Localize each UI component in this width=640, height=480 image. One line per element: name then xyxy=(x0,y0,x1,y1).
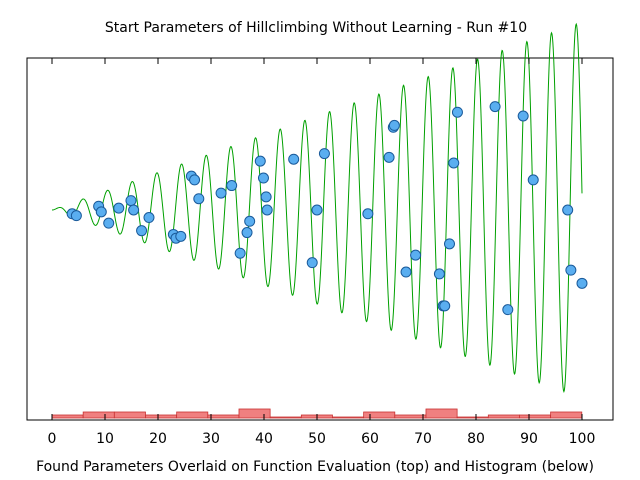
data-point xyxy=(444,238,455,250)
data-point xyxy=(451,106,463,118)
data-point xyxy=(388,119,400,131)
histogram-bar xyxy=(145,414,178,419)
data-point xyxy=(113,202,125,214)
data-point xyxy=(502,304,514,316)
data-point xyxy=(362,208,374,220)
data-point xyxy=(189,174,201,186)
data-point xyxy=(288,153,300,165)
histogram-bar xyxy=(113,411,146,419)
x-axis-label: Found Parameters Overlaid on Function Ev… xyxy=(36,459,594,475)
x-tick-label: 70 xyxy=(414,431,432,447)
data-point xyxy=(95,206,107,218)
data-point xyxy=(193,193,205,205)
x-tick-label: 50 xyxy=(308,431,326,447)
x-tick-label: 40 xyxy=(255,431,273,447)
data-point xyxy=(215,187,227,199)
data-point xyxy=(261,204,273,216)
data-point xyxy=(128,204,140,216)
parameter-points xyxy=(66,101,588,316)
data-point xyxy=(257,172,269,184)
plot-frame xyxy=(26,57,614,421)
histogram-bar xyxy=(487,414,520,419)
data-point xyxy=(433,268,445,280)
x-tick-label: 20 xyxy=(149,431,167,447)
data-point xyxy=(306,257,318,269)
data-point xyxy=(244,215,256,227)
data-point xyxy=(136,225,148,237)
data-point xyxy=(410,249,422,261)
data-point xyxy=(241,227,253,239)
x-tick-label: 60 xyxy=(361,431,379,447)
data-point xyxy=(175,230,187,242)
data-point xyxy=(527,174,539,186)
histogram-bar xyxy=(425,408,458,419)
histogram-bar xyxy=(550,411,583,419)
x-tick-label: 10 xyxy=(96,431,114,447)
data-point xyxy=(260,191,272,203)
data-point xyxy=(562,204,574,216)
function-curve xyxy=(51,22,583,393)
histogram-bar xyxy=(82,411,115,419)
histogram-bar xyxy=(238,408,271,419)
histogram-bar xyxy=(519,414,552,419)
x-tick-label: 0 xyxy=(48,431,57,447)
data-point xyxy=(576,277,588,289)
x-axis: 0 10 20 30 40 50 60 70 80 90 100 xyxy=(48,58,596,447)
histogram-bar xyxy=(456,416,489,419)
histogram-bar xyxy=(207,414,240,419)
x-tick-label: 90 xyxy=(520,431,538,447)
histogram-bar xyxy=(394,414,427,419)
data-point xyxy=(439,300,451,312)
histogram-bar xyxy=(176,411,209,419)
data-point xyxy=(125,195,137,207)
histogram-bar xyxy=(51,414,84,419)
data-point xyxy=(254,155,266,167)
data-point xyxy=(70,210,82,222)
histogram xyxy=(51,408,583,419)
chart-title: Start Parameters of Hillclimbing Without… xyxy=(105,20,527,36)
data-point xyxy=(311,204,323,216)
data-point xyxy=(383,151,395,163)
data-point xyxy=(448,157,460,169)
data-point xyxy=(318,148,330,160)
data-point xyxy=(517,110,529,122)
x-tick-label: 80 xyxy=(467,431,485,447)
data-point xyxy=(143,212,155,224)
data-point xyxy=(234,247,246,259)
data-point xyxy=(226,180,238,192)
histogram-bar xyxy=(332,416,365,419)
data-point xyxy=(103,217,115,229)
x-tick-label: 30 xyxy=(202,431,220,447)
data-point xyxy=(489,101,501,113)
histogram-bar xyxy=(269,416,302,419)
x-tick-label: 100 xyxy=(569,431,596,447)
data-point xyxy=(400,266,412,278)
data-point xyxy=(565,264,577,276)
histogram-bar xyxy=(363,411,396,419)
